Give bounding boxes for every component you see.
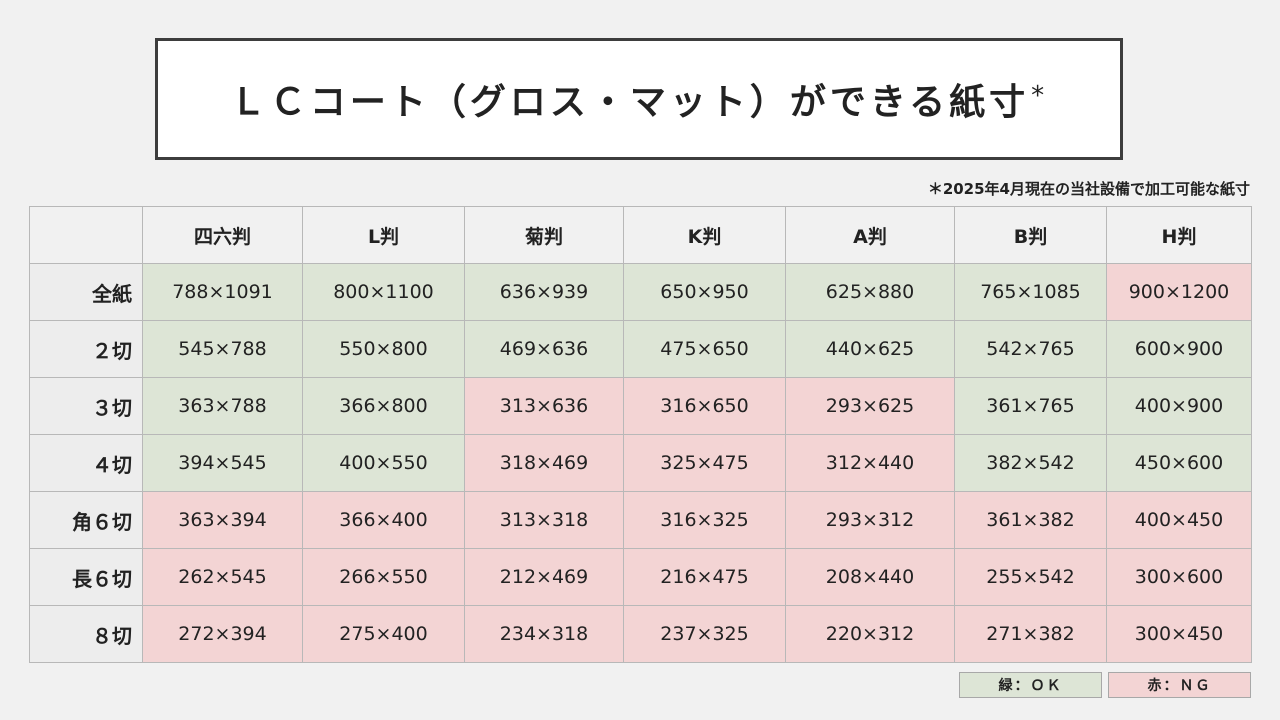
size-cell-ok: 650×950 [623,263,786,321]
size-cell-ng: 272×394 [142,605,303,663]
size-cell-ng: 318×469 [464,434,624,492]
size-cell-ok: 788×1091 [142,263,303,321]
size-cell-ng: 220×312 [785,605,955,663]
column-header: K判 [623,206,786,264]
size-cell-ng: 361×382 [954,491,1107,549]
row-header: 全紙 [29,263,143,321]
table-row: 角６切 363×394 366×400 313×318 316×325 293×312 36… [29,491,1252,549]
row-header: ３切 [29,377,143,435]
size-cell-ng: 212×469 [464,548,624,606]
size-cell-ng: 271×382 [954,605,1107,663]
footnote: ＊2025年4月現在の当社設備で加工可能な紙寸 [927,180,1250,198]
size-cell-ok: 361×765 [954,377,1107,435]
size-cell-ng: 313×318 [464,491,624,549]
size-cell-ng: 300×450 [1106,605,1252,663]
size-cell-ok: 800×1100 [302,263,465,321]
size-cell-ng: 234×318 [464,605,624,663]
size-cell-ok: 765×1085 [954,263,1107,321]
size-cell-ng: 216×475 [623,548,786,606]
table-row: ４切 394×545 400×550 318×469 325×475 312×440 382… [29,434,1252,492]
size-cell-ok: 469×636 [464,320,624,378]
size-cell-ng: 266×550 [302,548,465,606]
page-title-text: ＬＣコート（グロス・マット）ができる紙寸 [229,82,1030,123]
column-header: B判 [954,206,1107,264]
size-cell-ng: 325×475 [623,434,786,492]
size-cell-ng: 293×625 [785,377,955,435]
size-cell-ng: 316×325 [623,491,786,549]
size-cell-ng: 237×325 [623,605,786,663]
table-corner-cell [29,206,143,264]
size-cell-ok: 440×625 [785,320,955,378]
size-cell-ng: 208×440 [785,548,955,606]
size-cell-ng: 255×542 [954,548,1107,606]
column-header: L判 [302,206,465,264]
legend-ng: 赤：ＮＧ [1108,672,1251,698]
size-cell-ng: 900×1200 [1106,263,1252,321]
size-cell-ng: 316×650 [623,377,786,435]
size-cell-ok: 475×650 [623,320,786,378]
column-header: 四六判 [142,206,303,264]
row-header: ４切 [29,434,143,492]
table-row: 長６切 262×545 266×550 212×469 216×475 208×440 25… [29,548,1252,606]
table-header-row: 四六判 L判 菊判 K判 A判 B判 H判 [29,206,1252,264]
row-header: ８切 [29,605,143,663]
size-cell-ng: 313×636 [464,377,624,435]
size-cell-ok: 366×800 [302,377,465,435]
size-cell-ng: 262×545 [142,548,303,606]
column-header: A判 [785,206,955,264]
size-cell-ok: 600×900 [1106,320,1252,378]
column-header: H判 [1106,206,1252,264]
title-box: ＬＣコート（グロス・マット）ができる紙寸* [155,38,1123,160]
size-cell-ok: 550×800 [302,320,465,378]
table-row: ８切 272×394 275×400 234×318 237×325 220×312 271… [29,605,1252,663]
legend-ok: 緑：ＯＫ [959,672,1102,698]
table-row: ２切 545×788 550×800 469×636 475×650 440×625 542… [29,320,1252,378]
size-cell-ok: 450×600 [1106,434,1252,492]
row-header: 長６切 [29,548,143,606]
row-header: 角６切 [29,491,143,549]
size-cell-ok: 542×765 [954,320,1107,378]
table-row: 全紙 788×1091 800×1100 636×939 650×950 625×880 7… [29,263,1252,321]
column-header: 菊判 [464,206,624,264]
size-cell-ng: 363×394 [142,491,303,549]
size-cell-ng: 293×312 [785,491,955,549]
size-cell-ng: 312×440 [785,434,955,492]
size-cell-ng: 366×400 [302,491,465,549]
page-title: ＬＣコート（グロス・マット）ができる紙寸* [230,73,1048,125]
title-footnote-mark: * [1031,81,1049,111]
paper-size-table: 四六判 L判 菊判 K判 A判 B判 H判 全紙 788×1091 800×1100… [29,206,1252,663]
table-row: ３切 363×788 366×800 313×636 316×650 293×625 361… [29,377,1252,435]
table-body: 全紙 788×1091 800×1100 636×939 650×950 625×880 7… [29,263,1252,663]
size-cell-ok: 545×788 [142,320,303,378]
size-cell-ok: 400×900 [1106,377,1252,435]
size-cell-ok: 636×939 [464,263,624,321]
row-header: ２切 [29,320,143,378]
size-cell-ok: 382×542 [954,434,1107,492]
size-cell-ok: 394×545 [142,434,303,492]
size-cell-ok: 625×880 [785,263,955,321]
size-cell-ok: 400×550 [302,434,465,492]
size-cell-ng: 300×600 [1106,548,1252,606]
size-cell-ng: 275×400 [302,605,465,663]
size-cell-ng: 400×450 [1106,491,1252,549]
size-cell-ok: 363×788 [142,377,303,435]
